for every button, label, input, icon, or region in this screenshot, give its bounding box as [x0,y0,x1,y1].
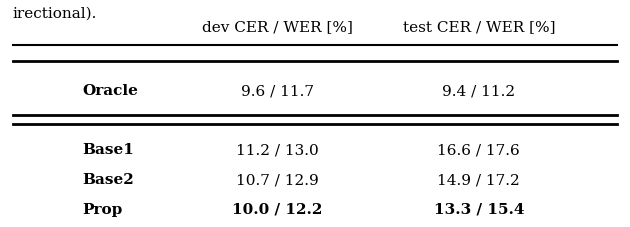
Text: dev CER / WER [%]: dev CER / WER [%] [202,20,353,34]
Text: 9.6 / 11.7: 9.6 / 11.7 [241,84,314,98]
Text: 11.2 / 13.0: 11.2 / 13.0 [236,143,319,157]
Text: 10.0 / 12.2: 10.0 / 12.2 [232,202,323,216]
Text: test CER / WER [%]: test CER / WER [%] [403,20,555,34]
Text: 13.3 / 15.4: 13.3 / 15.4 [433,202,524,216]
Text: 14.9 / 17.2: 14.9 / 17.2 [437,172,520,186]
Text: 9.4 / 11.2: 9.4 / 11.2 [442,84,515,98]
Text: Prop: Prop [82,202,122,216]
Text: Base1: Base1 [82,143,134,157]
Text: 10.7 / 12.9: 10.7 / 12.9 [236,172,319,186]
Text: 16.6 / 17.6: 16.6 / 17.6 [437,143,520,157]
Text: irectional).: irectional). [13,7,97,21]
Text: Base2: Base2 [82,172,134,186]
Text: Oracle: Oracle [82,84,138,98]
